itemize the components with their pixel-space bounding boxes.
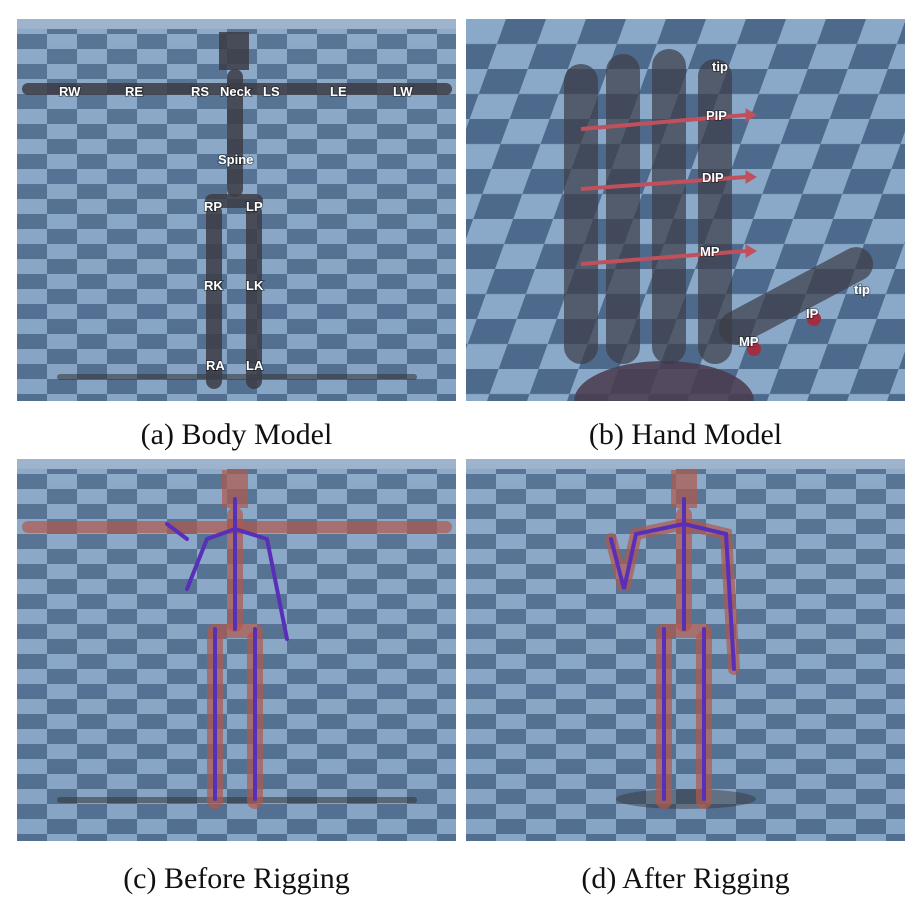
thumb <box>719 247 874 346</box>
joint-label-lw: LW <box>393 84 413 99</box>
joint-label-ra: RA <box>206 358 225 373</box>
floor-shadow <box>57 374 417 380</box>
finger-label-mp: MP <box>700 244 720 259</box>
joint-label-rk: RK <box>204 278 223 293</box>
floor-shadow <box>57 797 417 803</box>
panel-hand-model: tip PIP DIP MP tip IP MP <box>466 19 905 401</box>
torso <box>227 69 243 197</box>
finger-label-tip: tip <box>712 59 728 74</box>
caption-after-rigging: (d) After Rigging <box>581 862 790 895</box>
finger-ring <box>606 54 640 364</box>
finger-index <box>698 59 732 364</box>
joint-label-re: RE <box>125 84 143 99</box>
joint-axis-arrows <box>580 108 757 266</box>
caption-before-rigging: (c) Before Rigging <box>123 862 350 895</box>
joint-label-rp: RP <box>204 199 222 214</box>
joint-label-lk: LK <box>246 278 264 293</box>
joint-label-neck: Neck <box>220 84 252 99</box>
joint-label-lp: LP <box>246 199 263 214</box>
joint-label-la: LA <box>246 358 264 373</box>
thumb-mp-joint <box>747 342 761 356</box>
rig-skeleton <box>609 497 736 801</box>
right-leg <box>206 204 222 389</box>
joint-label-le: LE <box>330 84 347 99</box>
joint-label-rs: RS <box>191 84 209 99</box>
panel-before-rigging <box>17 459 456 841</box>
hips <box>205 194 263 208</box>
panel-body-model: RW RE RS Neck LS LE LW Spine RP LP RK LK… <box>17 19 456 401</box>
finger-label-pip: PIP <box>706 108 727 123</box>
rig-skeleton <box>165 497 289 801</box>
head <box>219 32 249 70</box>
thumb-label-ip: IP <box>806 306 819 321</box>
joint-label-rw: RW <box>59 84 81 99</box>
joint-label-ls: LS <box>263 84 280 99</box>
panel-after-rigging <box>466 459 905 841</box>
body-model-scene: RW RE RS Neck LS LE LW Spine RP LP RK LK… <box>17 19 456 401</box>
thumb-label-mp: MP <box>739 334 759 349</box>
joint-label-spine: Spine <box>218 152 253 167</box>
floor-shadow <box>616 789 756 809</box>
thumb-ip-joint <box>807 312 821 326</box>
hand-model-scene: tip PIP DIP MP tip IP MP <box>466 19 905 401</box>
palm <box>574 361 754 401</box>
caption-body-model: (a) Body Model <box>140 418 333 451</box>
thumb-label-tip: tip <box>854 282 870 297</box>
before-rigging-scene <box>17 459 456 841</box>
finger-label-dip: DIP <box>702 170 724 185</box>
left-leg <box>246 204 262 389</box>
finger-middle <box>652 49 686 364</box>
after-rigging-scene <box>466 459 905 841</box>
caption-hand-model: (b) Hand Model <box>588 418 783 451</box>
finger-pinky <box>564 64 598 364</box>
